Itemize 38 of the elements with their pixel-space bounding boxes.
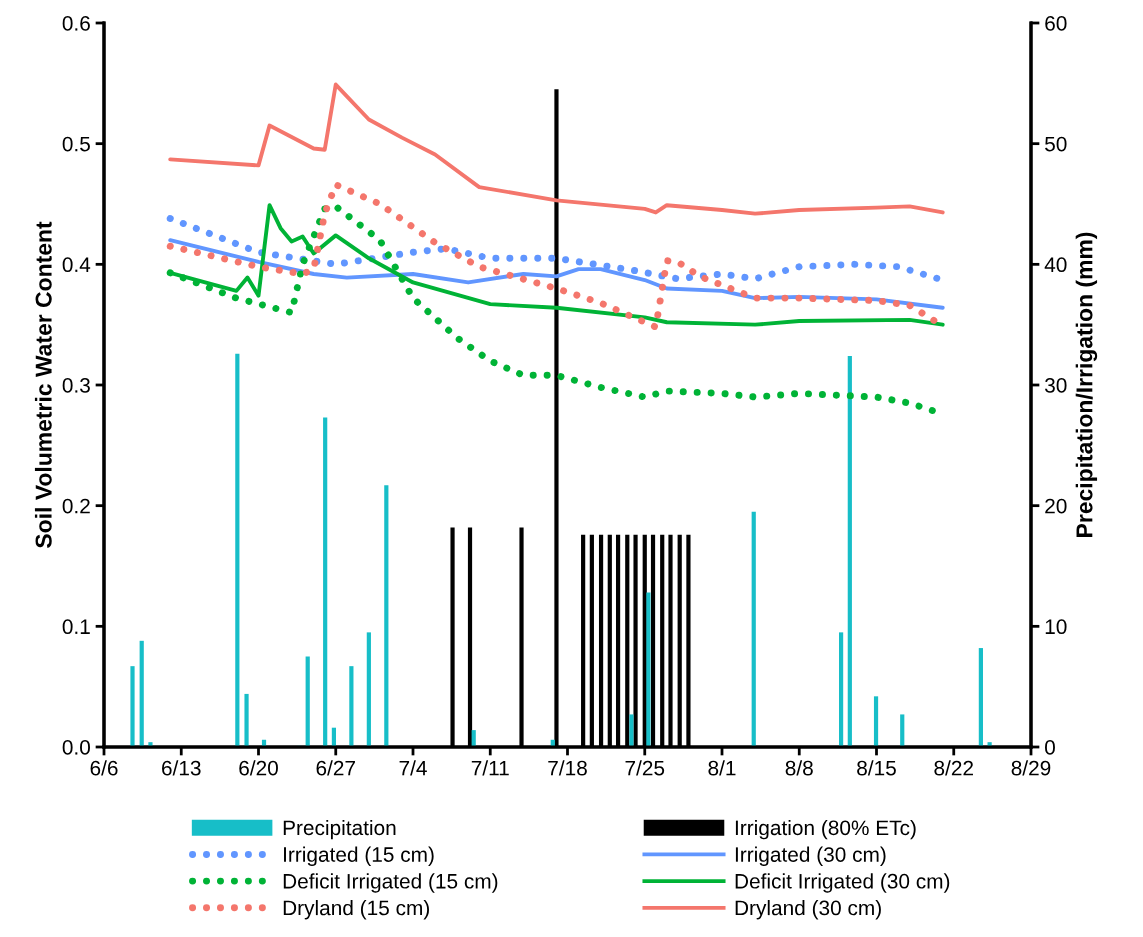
- x-tick-label: 8/22: [934, 760, 973, 776]
- x-tick-label: 8/8: [785, 760, 813, 776]
- legend-label: Dryland (15 cm): [283, 900, 429, 920]
- legend-label: Dryland (30 cm): [735, 900, 881, 920]
- y2-tick-label: 50: [1045, 136, 1067, 152]
- y-axis-title: Soil Volumetric Water Content: [34, 221, 52, 548]
- y-tick-label: 0.1: [62, 619, 90, 635]
- y-tick-label: 0.6: [62, 16, 90, 31]
- x-tick-label: 7/18: [548, 760, 587, 776]
- x-tick-label: 7/11: [471, 760, 509, 776]
- y2-tick-label: 30: [1044, 378, 1067, 393]
- line-series: [168, 82, 945, 216]
- x-tick-label: 6/27: [316, 760, 355, 776]
- x-tick-label: 6/13: [162, 760, 201, 776]
- y-tick-label: 0.0: [62, 740, 90, 755]
- y2-tick-label: 10: [1045, 619, 1067, 635]
- y2-tick-label: 60: [1045, 16, 1067, 31]
- x-tick-label: 8/29: [1011, 760, 1051, 776]
- y2-tick-label: 0: [1045, 740, 1055, 755]
- legend-label: Irrigated (30 cm): [735, 846, 886, 867]
- y-tick-label: 0.3: [62, 378, 90, 393]
- y2-tick-label: 40: [1044, 257, 1067, 273]
- y2-tick-label: 20: [1045, 498, 1067, 514]
- y-tick-label: 0.4: [62, 257, 91, 273]
- legend-label: Irrigation (80% ETc): [735, 819, 916, 840]
- x-tick-label: 7/25: [625, 760, 665, 776]
- x-tick-label: 6/6: [90, 760, 118, 776]
- x-tick-label: 8/1: [708, 760, 736, 776]
- y-tick-label: 0.5: [62, 136, 90, 152]
- legend-label: Irrigated (15 cm): [284, 846, 434, 867]
- legend-label: Precipitation: [283, 819, 396, 840]
- y-tick-label: 0.2: [62, 498, 90, 514]
- x-tick-label: 7/4: [399, 760, 427, 776]
- x-tick-label: 6/20: [239, 760, 278, 776]
- x-tick-label: 8/15: [857, 760, 896, 776]
- legend-label: Deficit Irrigated (30 cm): [735, 873, 950, 893]
- y2-axis-title: Precipitation/Irrigation (mm): [1075, 232, 1098, 537]
- legend-label: Deficit Irrigated (15 cm): [283, 873, 498, 893]
